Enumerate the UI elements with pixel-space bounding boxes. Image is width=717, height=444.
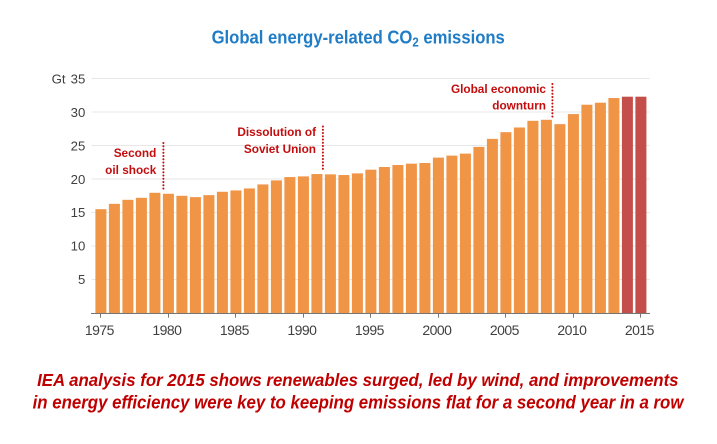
svg-text:10: 10 xyxy=(71,239,86,254)
svg-text:Dissolution of: Dissolution of xyxy=(237,125,316,139)
svg-text:Gt: Gt xyxy=(52,71,66,86)
svg-text:Second: Second xyxy=(114,146,157,160)
svg-text:25: 25 xyxy=(71,138,86,153)
svg-text:Soviet Union: Soviet Union xyxy=(244,142,316,156)
svg-text:1990: 1990 xyxy=(287,322,317,338)
svg-text:downturn: downturn xyxy=(492,99,546,113)
svg-text:Global energy-related CO2 emis: Global energy-related CO2 emissions xyxy=(212,26,505,50)
svg-text:2000: 2000 xyxy=(422,322,452,338)
svg-text:2005: 2005 xyxy=(490,322,520,338)
svg-text:Global economic: Global economic xyxy=(451,82,546,96)
svg-text:1980: 1980 xyxy=(152,322,182,338)
svg-text:2010: 2010 xyxy=(557,322,587,338)
svg-text:30: 30 xyxy=(71,105,86,120)
svg-text:2015: 2015 xyxy=(625,322,655,338)
svg-text:in energy efficiency were key: in energy efficiency were key to keeping… xyxy=(33,392,685,413)
svg-text:20: 20 xyxy=(71,172,86,187)
svg-text:oil shock: oil shock xyxy=(105,163,157,177)
svg-text:35: 35 xyxy=(71,71,86,86)
svg-text:5: 5 xyxy=(78,272,85,287)
svg-text:15: 15 xyxy=(71,205,86,220)
svg-text:1975: 1975 xyxy=(85,322,115,338)
svg-text:1995: 1995 xyxy=(355,322,385,338)
svg-text:IEA analysis for 2015 shows re: IEA analysis for 2015 shows renewables s… xyxy=(37,369,679,390)
svg-text:1985: 1985 xyxy=(220,322,250,338)
